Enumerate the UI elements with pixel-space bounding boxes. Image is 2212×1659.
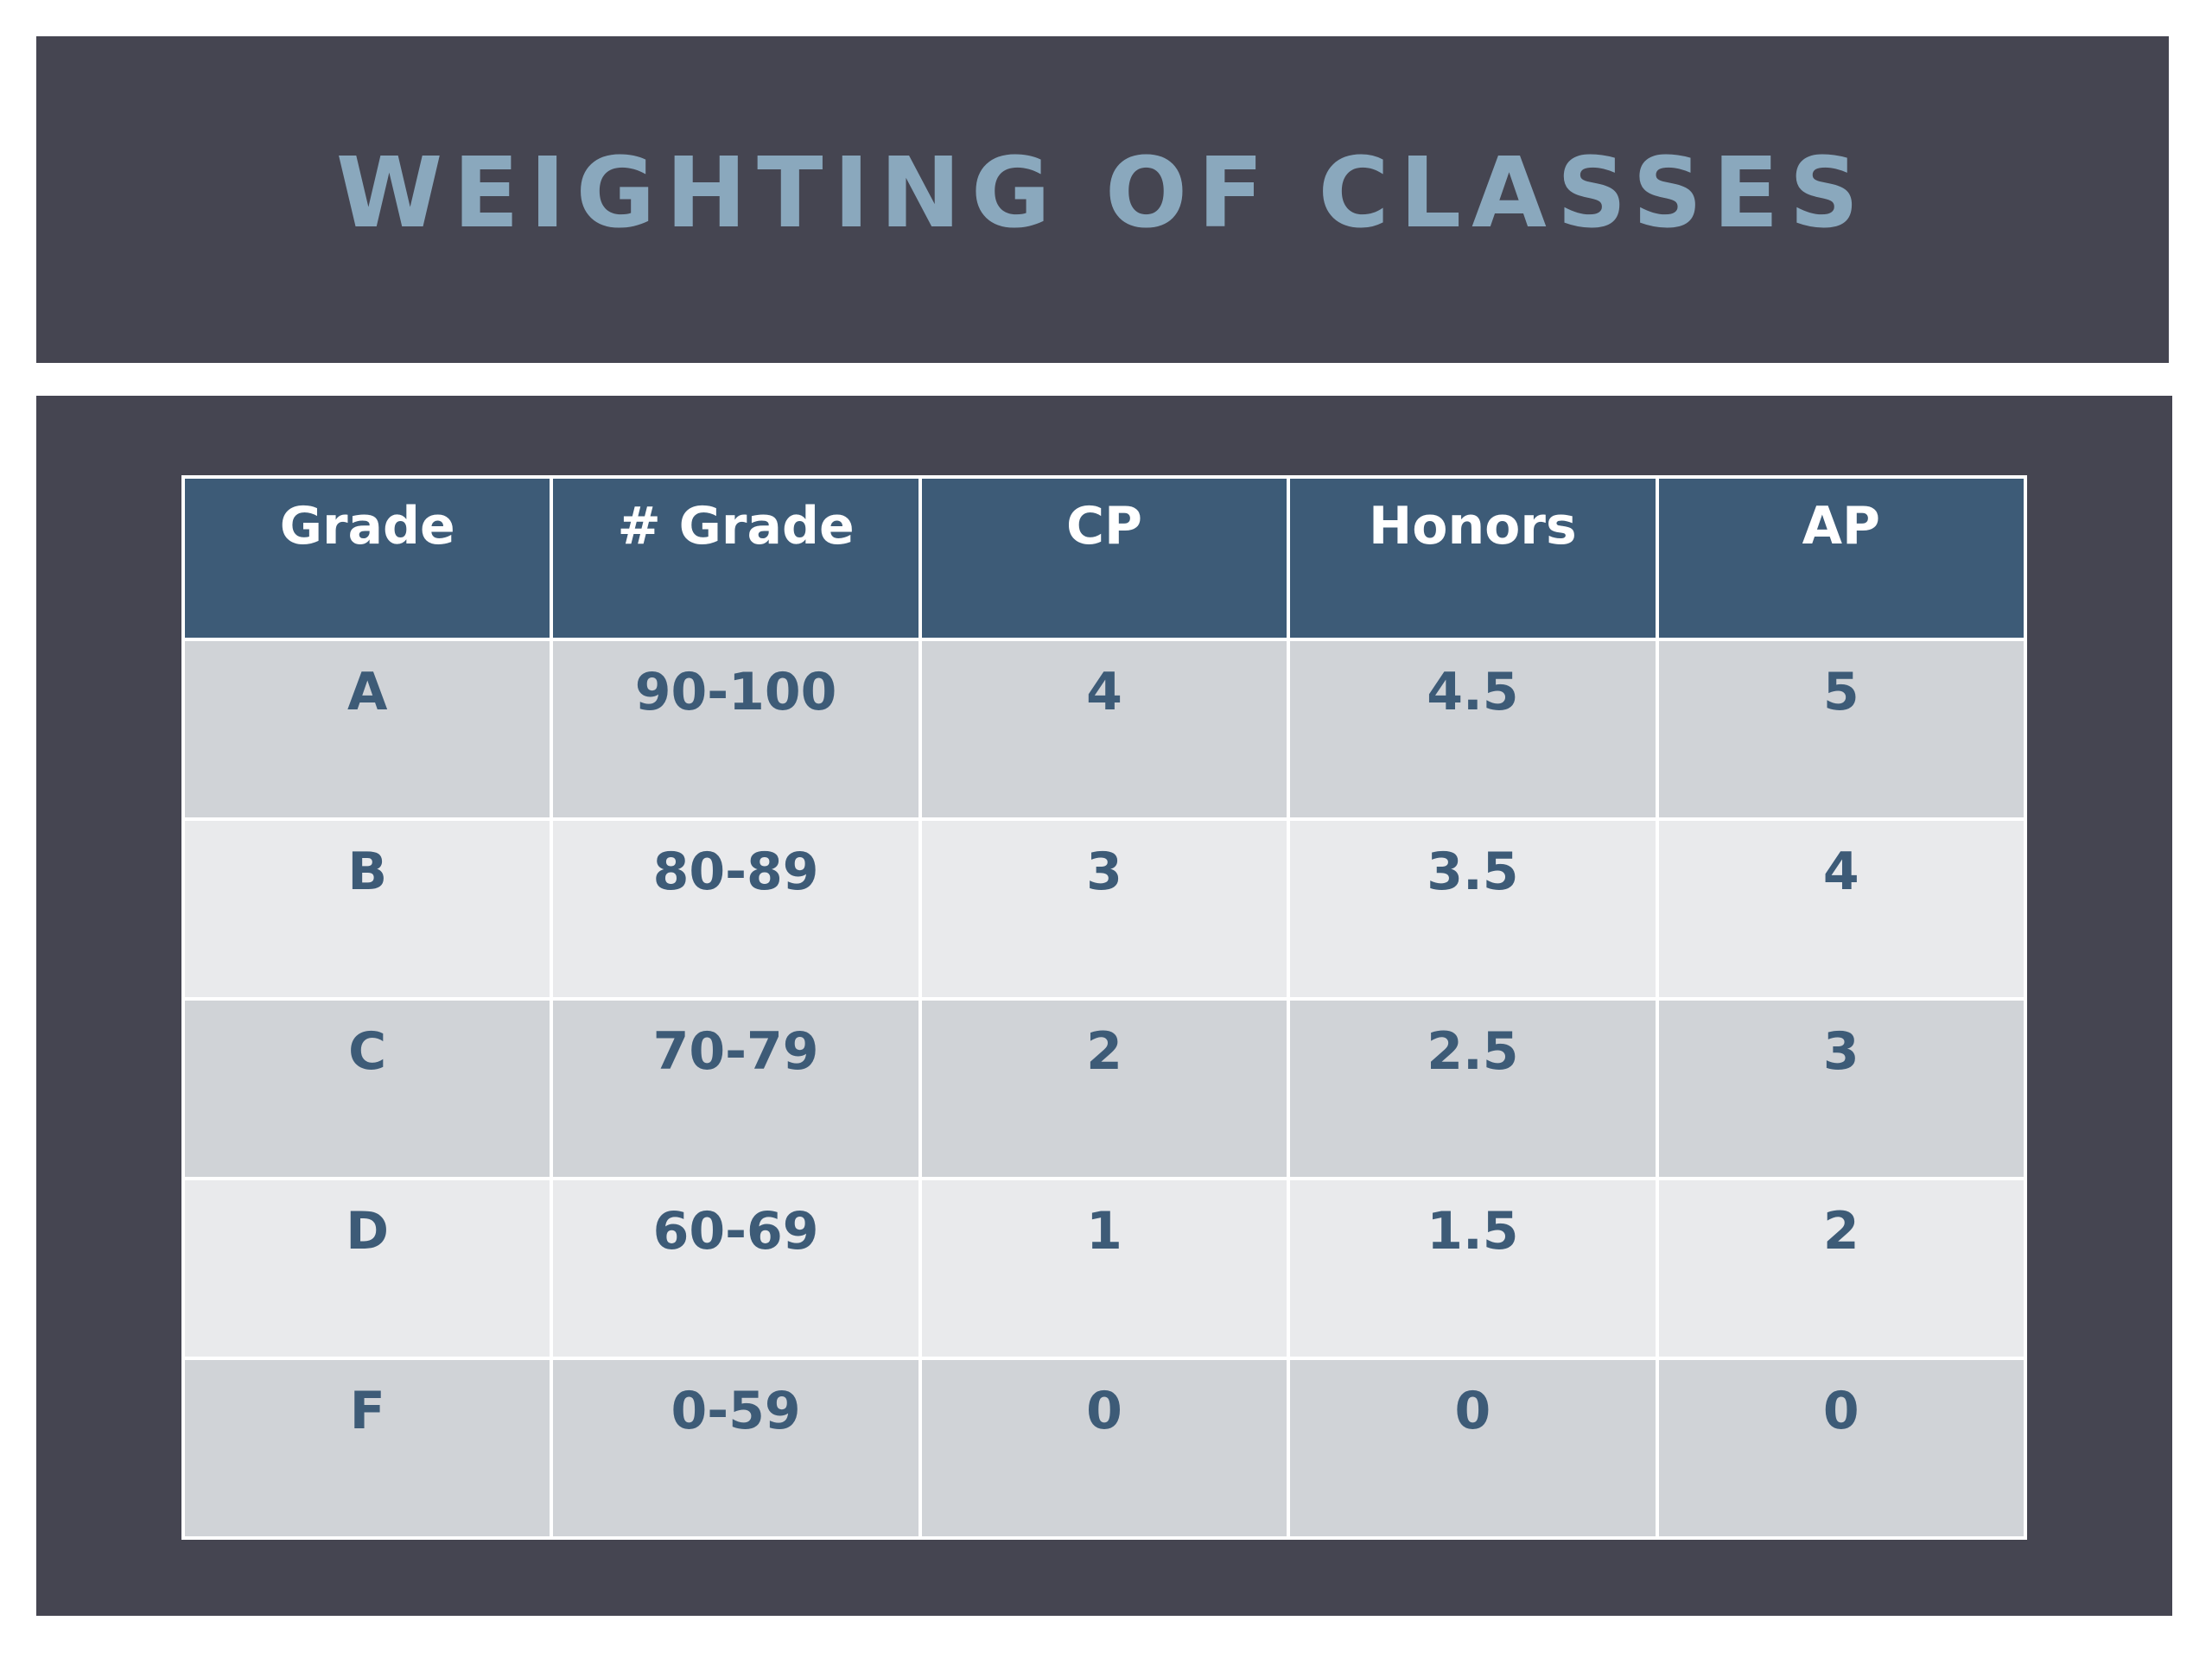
cell-cp: 4 xyxy=(918,638,1291,821)
cell-ap: 3 xyxy=(1655,997,2028,1180)
grade-weighting-table: Grade # Grade CP Honors AP A 90-100 4 4.… xyxy=(181,475,2028,1540)
cell-number-grade: 90-100 xyxy=(550,638,922,821)
cell-ap: 0 xyxy=(1655,1357,2028,1540)
cell-number-grade: 70-79 xyxy=(550,997,922,1180)
cell-honors: 0 xyxy=(1287,1357,1659,1540)
header-honors: Honors xyxy=(1287,475,1659,641)
cell-cp: 1 xyxy=(918,1177,1291,1360)
cell-cp: 3 xyxy=(918,817,1291,1001)
table-row: C 70-79 2 2.5 3 xyxy=(181,997,2028,1180)
cell-honors: 2.5 xyxy=(1287,997,1659,1180)
title-bar: WEIGHTING OF CLASSES xyxy=(36,36,2169,363)
table-row: D 60-69 1 1.5 2 xyxy=(181,1177,2028,1360)
cell-ap: 5 xyxy=(1655,638,2028,821)
cell-cp: 2 xyxy=(918,997,1291,1180)
content-panel: Grade # Grade CP Honors AP A 90-100 4 4.… xyxy=(36,396,2172,1616)
table-row: A 90-100 4 4.5 5 xyxy=(181,638,2028,821)
cell-letter-grade: F xyxy=(181,1357,554,1540)
header-grade: Grade xyxy=(181,475,554,641)
header-row: Grade # Grade CP Honors AP xyxy=(181,475,2028,641)
cell-number-grade: 60-69 xyxy=(550,1177,922,1360)
cell-honors: 1.5 xyxy=(1287,1177,1659,1360)
cell-cp: 0 xyxy=(918,1357,1291,1540)
cell-ap: 4 xyxy=(1655,817,2028,1001)
table-header: Grade # Grade CP Honors AP xyxy=(181,475,2028,641)
cell-ap: 2 xyxy=(1655,1177,2028,1360)
cell-letter-grade: D xyxy=(181,1177,554,1360)
table-row: B 80-89 3 3.5 4 xyxy=(181,817,2028,1001)
cell-letter-grade: B xyxy=(181,817,554,1001)
cell-number-grade: 80-89 xyxy=(550,817,922,1001)
cell-letter-grade: C xyxy=(181,997,554,1180)
table-body: A 90-100 4 4.5 5 B 80-89 3 3.5 4 C 70-79… xyxy=(181,638,2028,1540)
header-cp: CP xyxy=(918,475,1291,641)
cell-honors: 4.5 xyxy=(1287,638,1659,821)
table-row: F 0-59 0 0 0 xyxy=(181,1357,2028,1540)
header-ap: AP xyxy=(1655,475,2028,641)
slide-title: WEIGHTING OF CLASSES xyxy=(335,137,1870,250)
cell-number-grade: 0-59 xyxy=(550,1357,922,1540)
cell-honors: 3.5 xyxy=(1287,817,1659,1001)
header-number-grade: # Grade xyxy=(550,475,922,641)
cell-letter-grade: A xyxy=(181,638,554,821)
